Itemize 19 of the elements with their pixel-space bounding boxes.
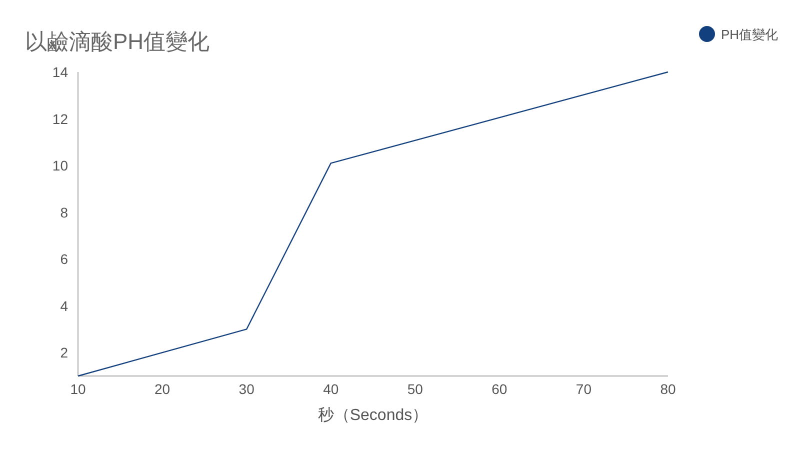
x-tick-label: 50: [407, 381, 424, 397]
y-tick-label: 10: [52, 158, 68, 174]
x-tick-label: 70: [576, 381, 592, 397]
y-tick-label: 12: [52, 110, 68, 127]
x-tick-label: 40: [323, 381, 339, 397]
y-tick-label: 2: [60, 344, 68, 361]
y-tick-label: 14: [52, 64, 68, 80]
y-tick-label: 8: [60, 204, 68, 220]
x-axis-title: 秒（Seconds）: [318, 406, 428, 424]
chart-title: 以鹼滴酸PH值變化: [25, 29, 210, 54]
x-tick-label: 80: [660, 381, 676, 397]
x-tick-label: 10: [70, 381, 86, 397]
y-tick-label: 4: [60, 298, 68, 314]
legend-label: PH值變化: [721, 27, 778, 42]
x-tick-label: 30: [238, 381, 255, 397]
y-tick-label: 6: [60, 251, 68, 268]
x-tick-label: 20: [154, 381, 170, 397]
x-tick-label: 60: [492, 381, 508, 397]
line-series: [77, 71, 669, 377]
